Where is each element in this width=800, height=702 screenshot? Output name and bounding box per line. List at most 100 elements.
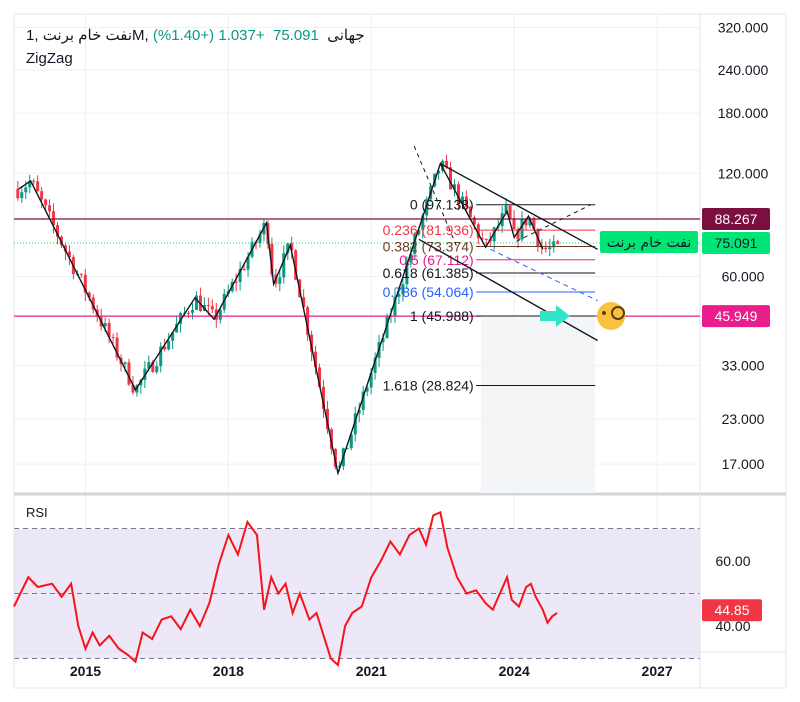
candle-body: [472, 217, 476, 225]
rsi-bands: [14, 528, 700, 659]
candle-body: [246, 256, 250, 270]
time-tick-label: 2024: [499, 663, 530, 679]
candle-body: [437, 170, 441, 174]
candle-body: [532, 218, 536, 229]
axes: 320.000 240.000 180.000 120.000 60.000 33.000…: [70, 19, 770, 679]
candle-body: [131, 384, 135, 393]
candle-body: [409, 253, 413, 263]
candle-body: [127, 362, 131, 385]
fib-level-label: 0 (97.138): [410, 197, 474, 213]
candle-body: [190, 309, 194, 313]
candle-body: [40, 191, 44, 200]
candle-body: [147, 362, 151, 369]
candle-body: [103, 323, 107, 327]
candle-body: [349, 434, 353, 449]
fib-level-label: 0.618 (61.385): [383, 265, 474, 281]
channel-upper-line: [440, 163, 598, 250]
rsi-current-badge: [702, 599, 762, 622]
candle-body: [456, 184, 460, 204]
candle-body: [286, 243, 290, 254]
candle-body: [175, 323, 179, 333]
candle-body: [453, 184, 457, 190]
price-badge: [702, 305, 770, 328]
candle-body: [413, 234, 417, 254]
candle-body: [512, 218, 516, 230]
candle-body: [218, 309, 222, 320]
candle-body: [492, 227, 496, 242]
price-badge: [702, 232, 770, 255]
candle-body: [20, 192, 24, 199]
candle-body: [270, 243, 274, 275]
candle-body: [528, 218, 532, 226]
candle-body: [171, 332, 175, 341]
candle-body: [373, 357, 377, 373]
timeframe: M: [132, 27, 145, 44]
candle-body: [163, 346, 167, 350]
candle-body: [238, 269, 242, 283]
candle-body: [544, 247, 548, 250]
drawings: 0 (97.138)0.236 (81.936)0.382 (73.374)0.…: [13, 145, 700, 667]
candle-body: [111, 337, 115, 339]
candle-body: [234, 281, 238, 283]
time-tick-label: 2027: [642, 663, 673, 679]
candle-body: [321, 386, 325, 409]
price-tick-label: 60.000: [722, 268, 765, 284]
price-tick-label: 23.000: [722, 411, 765, 427]
candle-body: [44, 199, 48, 206]
candle-body: [310, 334, 314, 352]
fib-level-label: 0.5 (67.112): [399, 252, 473, 268]
candle-body: [357, 409, 361, 414]
candle-body: [67, 251, 71, 258]
candle-body: [63, 245, 67, 252]
dashed-trend-line: [413, 145, 458, 248]
monocle-icon: [611, 306, 625, 320]
price-badge-label: 88.267: [715, 211, 758, 227]
candle-body: [508, 205, 512, 219]
candle-body: [464, 196, 468, 207]
thinking-face-icon: [597, 302, 625, 330]
candle-body: [258, 234, 262, 244]
rsi-current-label: 44.85: [714, 602, 749, 618]
candle-body: [460, 196, 464, 204]
indicator-zigzag-label[interactable]: ZigZag: [26, 50, 73, 67]
candle-body: [115, 337, 119, 358]
rsi-tick-label: 60.00: [715, 553, 750, 569]
candle-body: [449, 167, 453, 190]
price-tick-label: 320.000: [718, 19, 769, 35]
candle-body: [179, 313, 183, 324]
candle-body: [290, 243, 294, 251]
price-badge: [702, 207, 770, 230]
chart-frame: [13, 13, 787, 689]
rsi-line: [13, 510, 558, 667]
candle-body: [167, 340, 171, 350]
candle-body: [365, 387, 369, 392]
candle-body: [361, 391, 365, 410]
candle-body: [548, 247, 552, 250]
candle-body: [52, 211, 56, 226]
candle-body: [210, 306, 214, 310]
time-tick-label: 2015: [70, 663, 101, 679]
dashed-trend-line: [516, 204, 591, 242]
indicator-rsi-label[interactable]: RSI: [26, 505, 48, 520]
market: جهانی: [327, 27, 365, 44]
candle-body: [194, 295, 198, 310]
fib-level-label: 0.382 (73.374): [383, 238, 474, 254]
candle-body: [206, 304, 210, 307]
candle-body: [397, 294, 401, 297]
candle-body: [385, 316, 389, 338]
price-tick-label: 180.000: [718, 105, 769, 121]
candle-body: [294, 250, 298, 280]
interval: 1: [26, 27, 35, 44]
candle-body: [393, 296, 397, 316]
candle-body: [28, 180, 32, 188]
candle-body: [79, 273, 83, 275]
candle-body: [282, 253, 286, 278]
candle-body: [87, 292, 91, 298]
candle-body: [369, 372, 373, 388]
candle-body: [401, 284, 405, 295]
fib-level-label: 1 (45.988): [410, 308, 474, 324]
candle-body: [405, 262, 409, 285]
change: +1.037: [218, 27, 265, 44]
channel-lower-line: [418, 238, 598, 342]
